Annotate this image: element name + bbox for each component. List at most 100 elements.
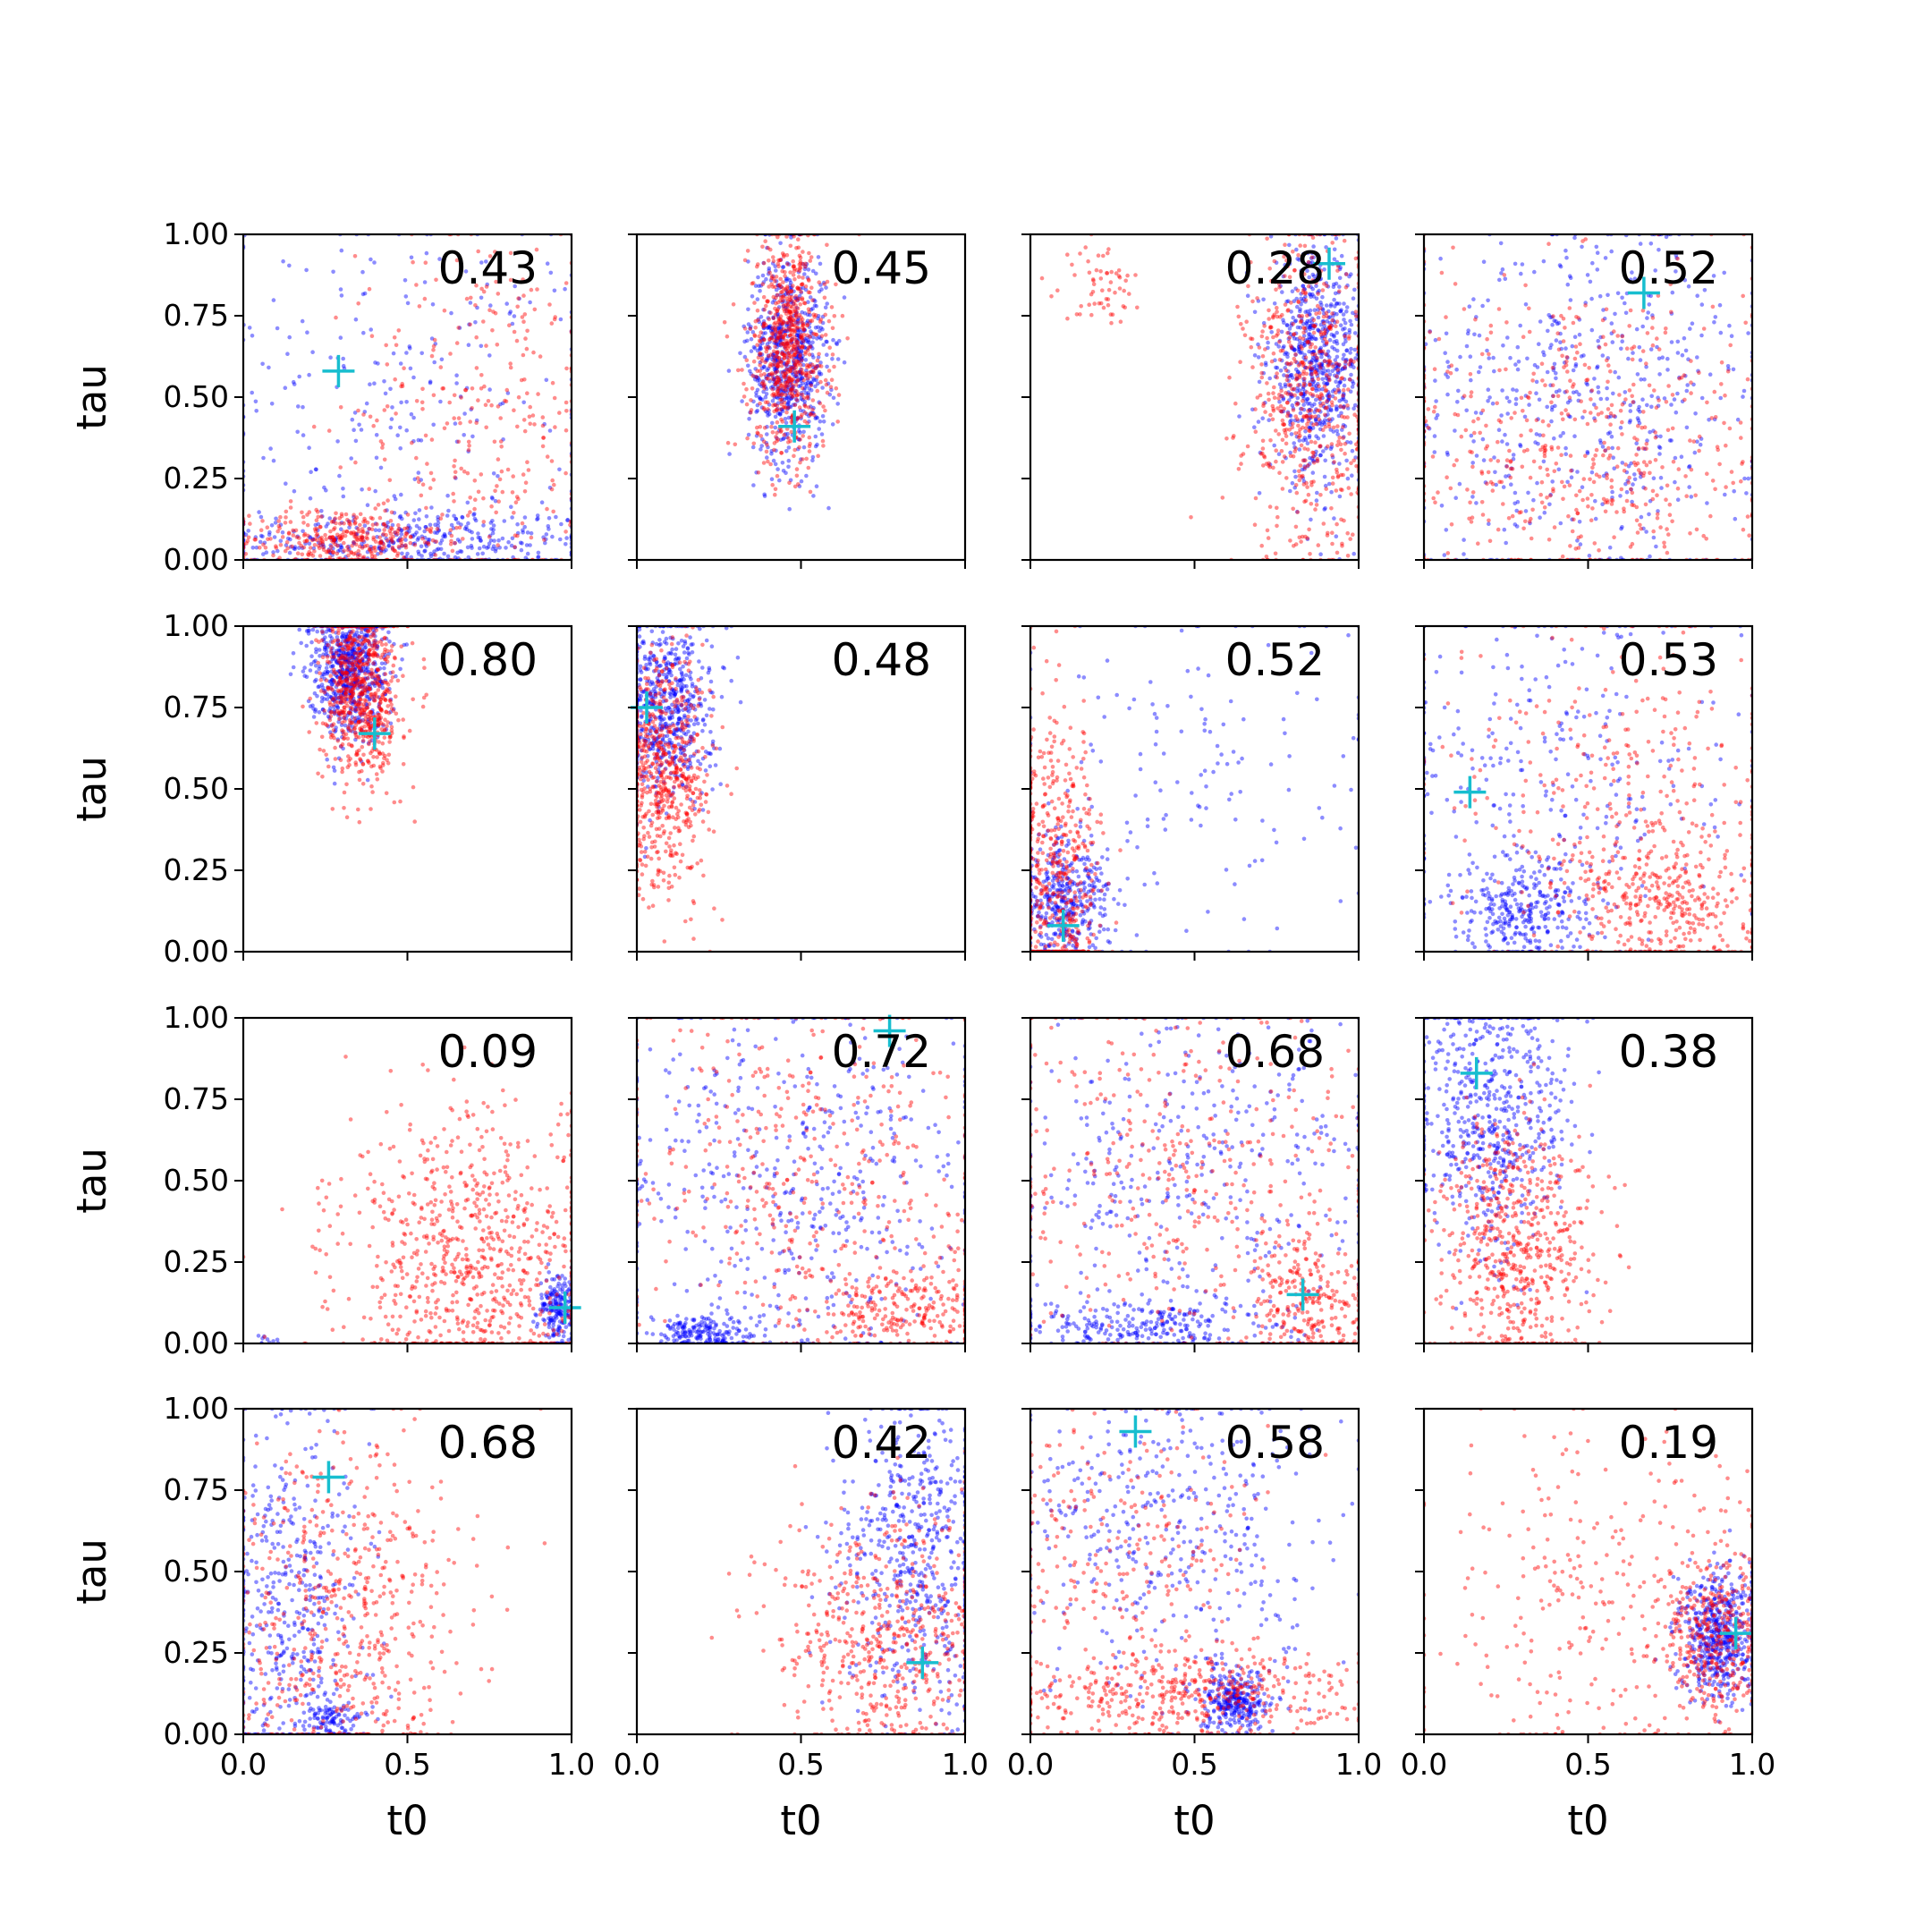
blue-point: [791, 301, 796, 306]
red-point: [772, 322, 776, 326]
red-point: [834, 386, 839, 391]
red-point: [1272, 312, 1277, 318]
red-point: [785, 342, 791, 347]
red-point: [1664, 326, 1668, 331]
blue-point: [805, 275, 810, 280]
blue-point: [1335, 407, 1339, 412]
blue-point: [805, 318, 810, 324]
red-point: [1501, 502, 1505, 506]
blue-point: [764, 276, 768, 282]
red-point: [1133, 273, 1138, 277]
red-point: [331, 539, 336, 545]
red-point: [1291, 322, 1295, 326]
red-point: [786, 369, 791, 374]
blue-point: [831, 337, 835, 343]
red-point: [314, 518, 319, 522]
blue-point: [766, 345, 770, 350]
blue-point: [774, 336, 779, 342]
blue-point: [1641, 485, 1646, 490]
red-point: [1323, 425, 1328, 429]
blue-point: [1556, 467, 1562, 472]
blue-point: [272, 535, 277, 539]
blue-point: [453, 517, 459, 521]
red-point: [343, 512, 349, 517]
blue-point: [470, 537, 475, 541]
red-point: [1689, 380, 1693, 386]
red-point: [342, 540, 346, 546]
blue-point: [785, 406, 790, 411]
blue-point: [1329, 332, 1335, 337]
red-point: [1261, 403, 1266, 409]
red-point: [493, 250, 497, 254]
blue-point: [426, 539, 431, 545]
red-point: [515, 304, 520, 309]
blue-point: [799, 350, 804, 354]
blue-point: [388, 425, 394, 430]
red-point: [780, 392, 784, 396]
blue-point: [1286, 330, 1292, 335]
red-point: [796, 237, 801, 242]
blue-point: [1312, 308, 1318, 313]
blue-point: [1352, 365, 1356, 370]
red-point: [769, 331, 775, 336]
blue-point: [1327, 355, 1332, 360]
blue-point: [1334, 379, 1338, 385]
red-point: [297, 540, 301, 546]
red-point: [382, 408, 387, 412]
blue-point: [1331, 429, 1336, 434]
blue-point: [377, 546, 381, 551]
red-point: [1292, 332, 1297, 336]
blue-point: [1347, 377, 1352, 382]
red-point: [1289, 345, 1294, 351]
red-point: [1465, 487, 1470, 492]
blue-point: [798, 330, 803, 335]
red-point: [1117, 286, 1123, 291]
blue-point: [1514, 508, 1519, 513]
blue-point: [436, 521, 441, 526]
blue-point: [1343, 332, 1348, 336]
blue-point: [332, 517, 337, 521]
blue-point: [496, 538, 501, 543]
red-point: [798, 255, 803, 260]
blue-point: [1326, 481, 1332, 487]
blue-point: [1537, 342, 1541, 347]
blue-point: [1296, 314, 1301, 318]
blue-point: [1497, 277, 1502, 283]
red-point: [799, 333, 803, 337]
red-point: [384, 343, 389, 348]
blue-point: [1514, 388, 1519, 393]
blue-point: [523, 555, 529, 560]
red-point: [794, 310, 799, 315]
red-point: [274, 546, 279, 550]
red-point: [1110, 312, 1115, 318]
red-point: [1297, 473, 1302, 479]
blue-point: [1276, 452, 1282, 457]
red-point: [1549, 447, 1555, 452]
blue-point: [432, 549, 436, 554]
blue-point: [1321, 371, 1326, 376]
red-point: [474, 420, 479, 426]
blue-point: [818, 261, 823, 267]
blue-point: [1571, 390, 1576, 395]
blue-point: [1330, 394, 1335, 399]
blue-point: [1336, 413, 1342, 419]
red-point: [353, 460, 358, 465]
blue-point: [792, 362, 798, 367]
red-point: [1302, 499, 1307, 504]
red-point: [1299, 392, 1303, 396]
blue-point: [467, 322, 471, 327]
blue-point: [1314, 388, 1318, 394]
blue-point: [1281, 274, 1286, 279]
red-point: [815, 375, 819, 379]
blue-point: [1237, 414, 1241, 419]
red-point: [772, 349, 776, 354]
blue-point: [1578, 542, 1583, 547]
blue-point: [786, 326, 792, 332]
red-point: [1341, 387, 1346, 393]
blue-point: [808, 295, 813, 300]
blue-point: [253, 535, 258, 539]
red-point: [1580, 497, 1585, 503]
red-point: [784, 338, 789, 343]
red-point: [390, 539, 395, 544]
red-point: [1249, 259, 1253, 265]
